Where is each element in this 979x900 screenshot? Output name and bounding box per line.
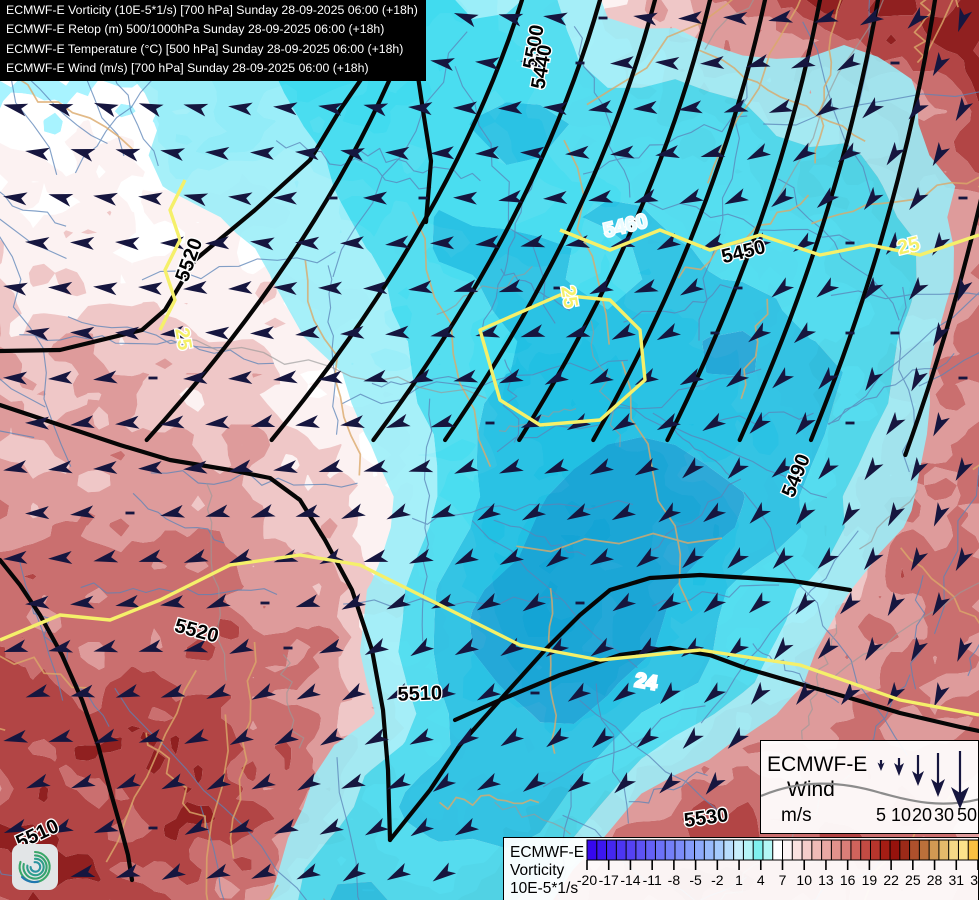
svg-text:50: 50 — [957, 805, 977, 825]
svg-text:7: 7 — [779, 872, 787, 888]
svg-text:m/s: m/s — [781, 805, 812, 826]
svg-text:-8: -8 — [668, 872, 681, 888]
svg-text:22: 22 — [883, 872, 899, 888]
svg-text:ECMWF-E: ECMWF-E — [767, 753, 867, 776]
svg-text:19: 19 — [862, 872, 878, 888]
svg-text:25: 25 — [905, 872, 921, 888]
svg-text:-17: -17 — [599, 872, 619, 888]
svg-text:13: 13 — [818, 872, 834, 888]
svg-text:1: 1 — [735, 872, 743, 888]
svg-text:5: 5 — [876, 805, 886, 825]
svg-text:30: 30 — [934, 805, 954, 825]
svg-text:10: 10 — [796, 872, 812, 888]
svg-text:-14: -14 — [620, 872, 640, 888]
svg-text:31: 31 — [948, 872, 964, 888]
svg-text:25: 25 — [556, 284, 582, 310]
svg-text:34: 34 — [970, 872, 979, 888]
svg-text:-20: -20 — [577, 872, 597, 888]
svg-text:16: 16 — [840, 872, 856, 888]
svg-text:20: 20 — [912, 805, 932, 825]
svg-text:-11: -11 — [643, 872, 662, 888]
svg-text:10E-5*1/s: 10E-5*1/s — [510, 880, 578, 897]
svg-text:25: 25 — [170, 326, 196, 352]
svg-text:ECMWF-E: ECMWF-E — [510, 844, 584, 861]
svg-text:-5: -5 — [689, 872, 702, 888]
svg-text:Wind: Wind — [787, 778, 835, 801]
svg-text:28: 28 — [927, 872, 943, 888]
svg-text:10: 10 — [891, 805, 911, 825]
svg-text:5510: 5510 — [397, 682, 442, 706]
svg-text:4: 4 — [757, 872, 765, 888]
svg-text:-2: -2 — [711, 872, 724, 888]
svg-text:Vorticity: Vorticity — [510, 862, 565, 879]
